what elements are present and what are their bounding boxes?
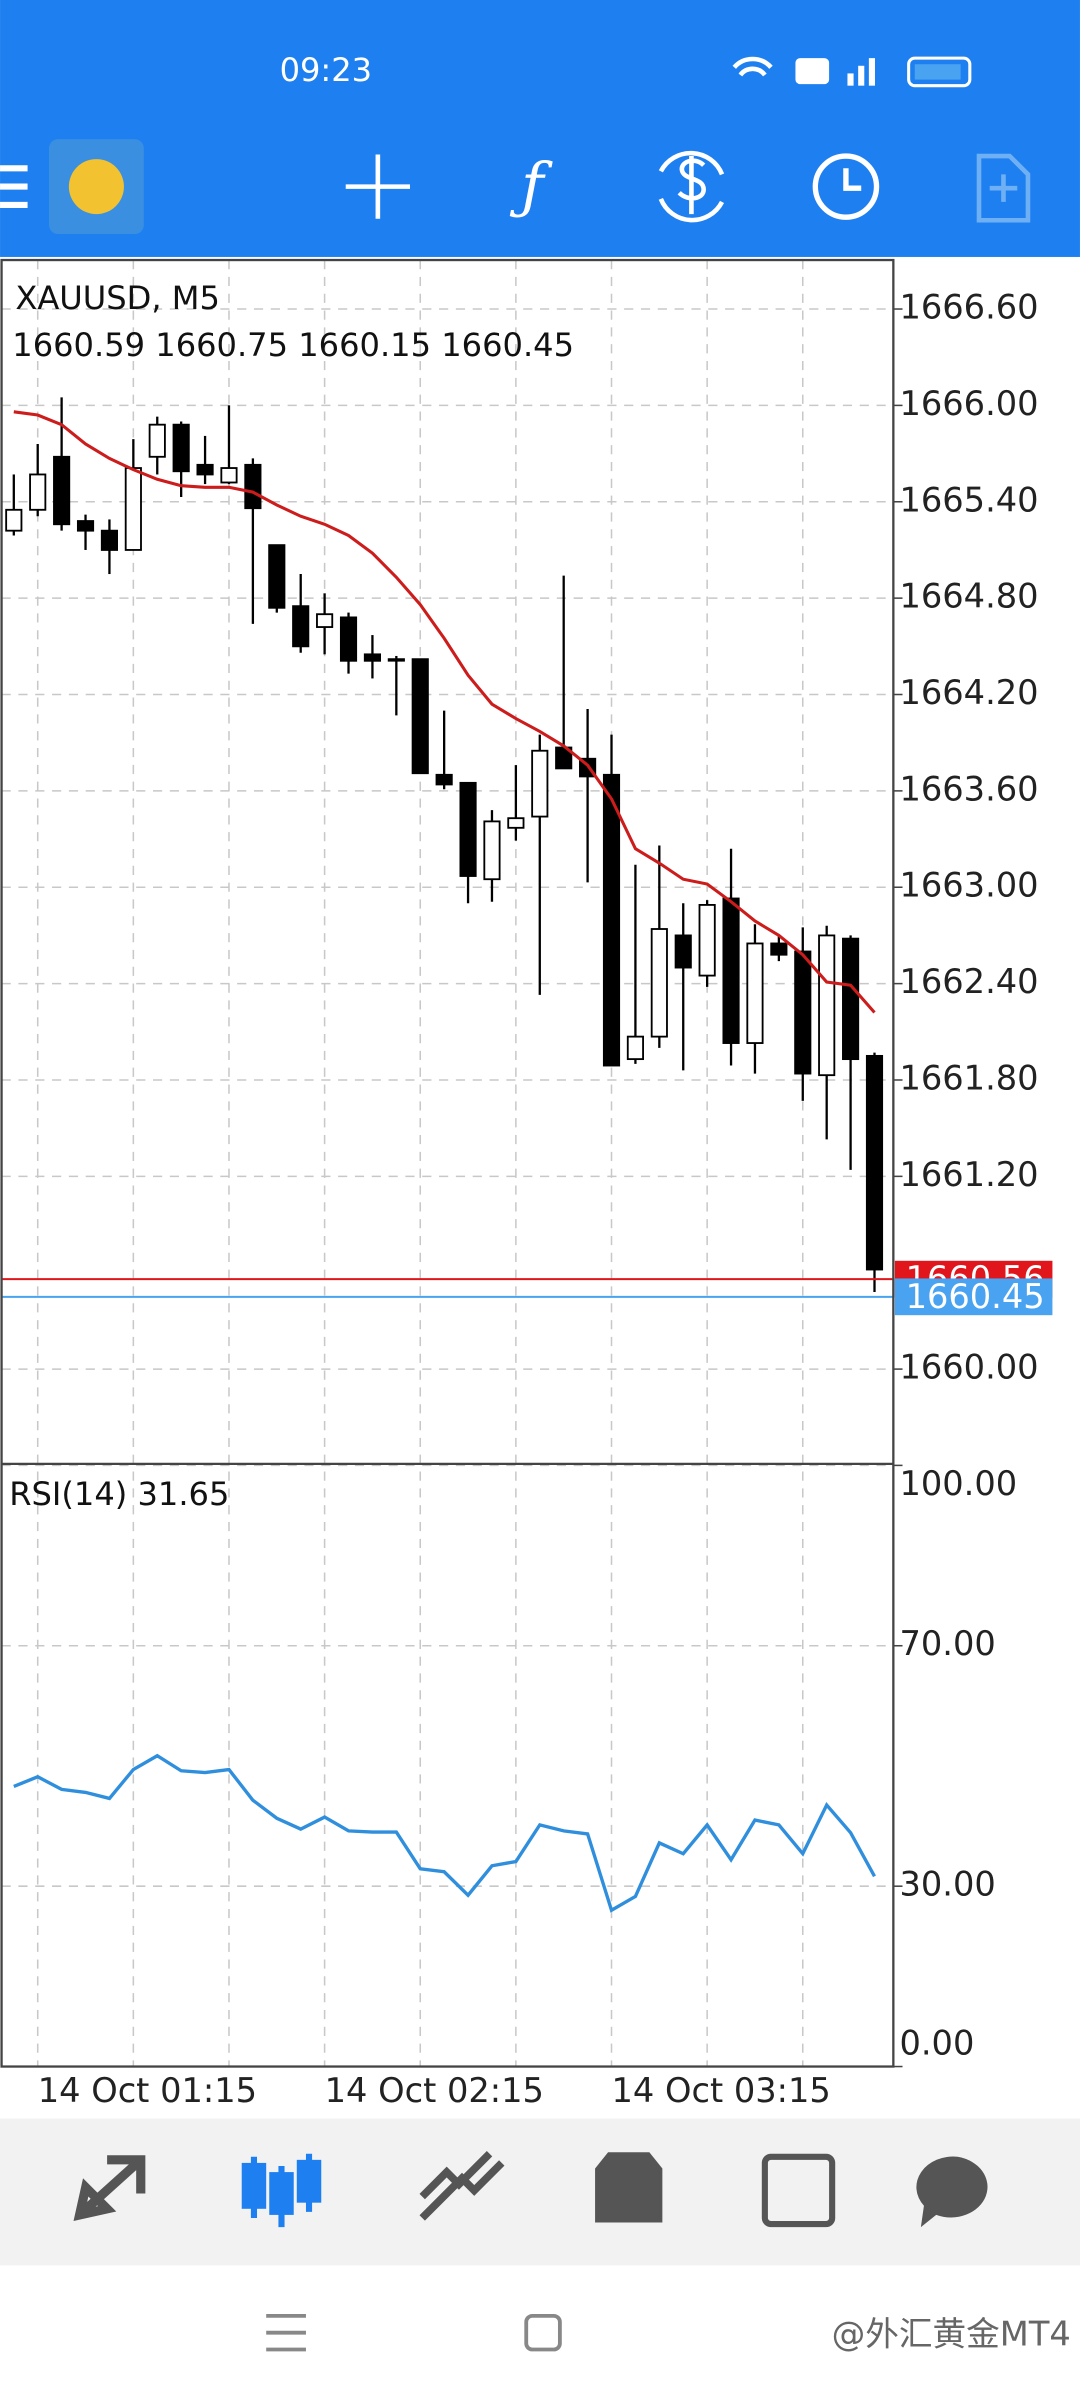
y-tick-label: 70.00	[899, 1624, 995, 1663]
chart-symbol: XAUUSD, M5	[15, 279, 220, 317]
candle-body	[316, 613, 334, 628]
candle-body	[124, 467, 142, 551]
candle-body	[411, 658, 429, 775]
period-button[interactable]	[812, 153, 880, 220]
system-nav-buttons	[266, 2313, 562, 2352]
candle-body	[602, 773, 621, 1067]
candle-body	[435, 773, 453, 786]
menu-key[interactable]	[266, 2313, 306, 2352]
bid-tag	[894, 1278, 1053, 1316]
candle-body	[339, 616, 358, 662]
y-tick-label: 1661.20	[899, 1155, 1038, 1194]
new-order-button[interactable]	[976, 153, 1031, 223]
moving-average	[13, 410, 876, 1014]
candle-body	[292, 605, 310, 648]
candle-body	[865, 1054, 884, 1271]
system-nav	[0, 2265, 1080, 2400]
candle-body	[531, 749, 549, 818]
candle-body	[818, 934, 836, 1077]
rsi-line	[13, 1753, 876, 1913]
app-bar	[0, 0, 1080, 257]
candle-body	[100, 529, 119, 551]
y-tick-label: 1664.20	[899, 673, 1038, 712]
logo-emblem	[68, 159, 124, 215]
candle-body	[148, 423, 166, 458]
candle-body	[722, 897, 740, 1044]
news-tab[interactable]	[761, 2153, 836, 2228]
chart-frame	[0, 258, 895, 2068]
candle-body	[29, 473, 47, 511]
candle-body	[698, 903, 716, 977]
rsi-title: RSI(14) 31.65	[9, 1475, 229, 1513]
x-tick-label: 14 Oct 02:15	[325, 2071, 544, 2110]
trade-button[interactable]	[658, 150, 725, 223]
chart-area	[0, 256, 1080, 2119]
bid-tag-label: 1660.45	[906, 1277, 1045, 1316]
status-icons	[732, 56, 972, 88]
candle-body	[76, 520, 95, 532]
ohlc-values: 1660.59 1660.75 1660.15 1660.45	[12, 326, 574, 364]
y-tick-label: 1663.00	[899, 866, 1038, 905]
y-tick-label: 1665.40	[899, 480, 1038, 519]
candle-body	[387, 658, 405, 662]
candle-body	[363, 653, 381, 662]
candle-body	[244, 463, 262, 510]
chat-tab[interactable]	[916, 2156, 988, 2228]
candle-body	[626, 1035, 644, 1061]
chart-tab[interactable]	[241, 2153, 322, 2228]
y-tick-label: 1666.60	[899, 288, 1038, 327]
menu-button[interactable]	[0, 165, 28, 209]
bottom-nav-icons	[73, 2151, 988, 2228]
candle-body	[196, 463, 214, 476]
candle-body	[650, 928, 668, 1038]
candle-body	[794, 950, 812, 1075]
watermark: @外汇黄金MT4	[832, 2314, 1071, 2353]
candle-body	[268, 544, 286, 609]
candle-body	[483, 820, 501, 881]
candle-body	[746, 942, 764, 1044]
y-tick-label: 1664.80	[899, 577, 1038, 616]
candle-body	[459, 781, 477, 877]
quotes-tab[interactable]	[73, 2155, 146, 2221]
y-tick-label: 1663.60	[899, 769, 1038, 808]
y-tick-label: 1662.40	[899, 962, 1038, 1001]
candle-body	[172, 423, 190, 473]
home-key[interactable]	[524, 2313, 562, 2352]
bottom-nav	[0, 2118, 1080, 2266]
history-tab[interactable]	[595, 2152, 663, 2223]
y-tick-label: 1661.80	[899, 1058, 1038, 1097]
y-tick-label: 100.00	[899, 1464, 1017, 1503]
candle-body	[770, 942, 788, 956]
chart: 1660.00 1661.20 1661.80 1662.40 1663.00 1663.…	[1, 260, 1053, 2110]
candle-body	[674, 934, 692, 969]
x-tick-label: 14 Oct 01:15	[38, 2071, 257, 2110]
candle-body	[507, 817, 525, 829]
y-tick-label: 1666.00	[899, 384, 1038, 423]
y-tick-label: 1660.00	[899, 1348, 1038, 1387]
candle-body	[5, 508, 23, 532]
y-tick-label: 30.00	[899, 1865, 995, 1904]
trade-tab[interactable]	[419, 2151, 505, 2221]
candle-body	[220, 467, 238, 484]
crosshair-button[interactable]	[345, 154, 410, 219]
x-tick-label: 14 Oct 03:15	[612, 2071, 831, 2110]
status-time: 09:23	[280, 51, 373, 89]
candle-body	[53, 455, 71, 526]
y-tick-label: 0.00	[899, 2024, 974, 2063]
candle-body	[842, 937, 860, 1061]
